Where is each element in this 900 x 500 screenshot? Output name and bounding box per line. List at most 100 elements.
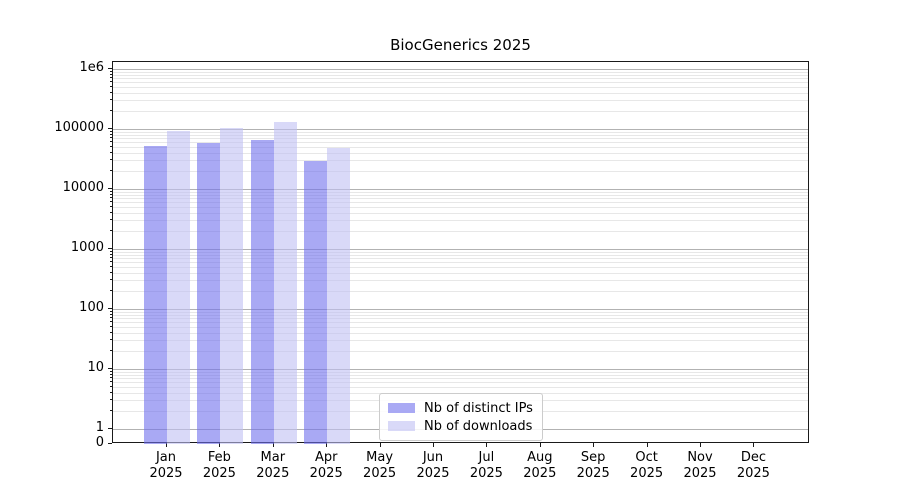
gridline-5 [113,387,808,388]
y-minor-tick-20000 [110,170,112,171]
y-minor-tick-9 [110,371,112,372]
y-minor-tick-200 [110,290,112,291]
gridline-50 [113,327,808,328]
y-minor-tick-30000 [110,159,112,160]
y-minor-tick-50000 [110,146,112,147]
x-tick-label-oct: Oct 2025 [630,450,664,481]
x-tick-label-may: May 2025 [363,450,397,481]
y-minor-tick-600 [110,261,112,262]
y-minor-tick-900 [110,251,112,252]
x-tick-jun [433,443,434,447]
gridline-9000 [113,192,808,193]
gridline-1000000 [113,69,808,70]
y-tick-10 [108,368,112,369]
legend-item-downloads: Nb of downloads [388,417,533,435]
gridline-600 [113,262,808,263]
y-minor-tick-600000 [110,81,112,82]
chart-title: BiocGenerics 2025 [390,36,531,54]
gridline-500 [113,267,808,268]
y-minor-tick-700 [110,257,112,258]
y-minor-tick-400000 [110,92,112,93]
y-minor-tick-40000 [110,152,112,153]
x-tick-apr [326,443,328,447]
x-tick-sep [593,443,595,447]
y-tick-label-1000: 1000 [70,240,104,255]
gridline-8 [113,375,808,376]
gridline-1000 [113,249,808,250]
y-minor-tick-900000 [110,71,112,72]
y-minor-tick-4 [110,392,112,393]
gridline-2000 [113,231,808,232]
gridline-70000 [113,138,808,139]
y-tick-label-1e6: 1e6 [79,60,104,75]
gridline-200 [113,291,808,292]
y-minor-tick-6 [110,381,112,382]
gridline-8000 [113,195,808,196]
y-minor-tick-90000 [110,131,112,132]
bar-distinct-ips-feb [197,143,221,444]
gridline-100000 [113,129,808,130]
x-tick-label-apr: Apr 2025 [309,450,343,481]
y-tick-0 [108,443,112,444]
y-minor-tick-3000 [110,219,112,220]
y-tick-10000 [108,188,112,189]
y-minor-tick-5000 [110,206,112,207]
gridline-6000 [113,202,808,203]
y-minor-tick-3 [110,399,112,400]
gridline-7 [113,378,808,379]
gridline-30000 [113,160,808,161]
gridline-900 [113,252,808,253]
gridline-900000 [113,72,808,73]
y-minor-tick-300 [110,279,112,280]
gridline-90 [113,312,808,313]
y-minor-tick-60 [110,321,112,322]
x-tick-label-jan: Jan 2025 [149,450,183,481]
x-tick-feb [219,443,221,447]
x-tick-label-aug: Aug 2025 [523,450,557,481]
x-tick-nov [700,443,701,447]
gridline-600000 [113,82,808,83]
legend-swatch-downloads [388,421,415,431]
y-minor-tick-500000 [110,86,112,87]
gridline-10000 [113,189,808,190]
gridline-20000 [113,171,808,172]
y-tick-1e6 [108,68,112,69]
y-minor-tick-30 [110,339,112,340]
gridline-800000 [113,75,808,76]
plot-area: Nb of distinct IPs Nb of downloads [112,61,809,444]
bar-distinct-ips-apr [304,161,328,444]
x-tick-label-jul: Jul 2025 [469,450,503,481]
legend-swatch-distinct-ips [388,403,415,413]
y-tick-label-10: 10 [87,360,104,375]
y-tick-100 [108,308,112,309]
y-minor-tick-2000 [110,230,112,231]
gridline-200000 [113,111,808,112]
y-tick-1000 [108,248,112,249]
y-minor-tick-400 [110,272,112,273]
y-minor-tick-500 [110,266,112,267]
gridline-400 [113,273,808,274]
y-tick-label-100000: 100000 [54,120,104,135]
y-minor-tick-90 [110,311,112,312]
x-tick-dec [753,443,755,447]
x-tick-may [379,443,381,447]
x-tick-label-jun: Jun 2025 [416,450,450,481]
y-minor-tick-800000 [110,74,112,75]
gridline-4000 [113,213,808,214]
legend: Nb of distinct IPs Nb of downloads [379,393,543,441]
gridline-800 [113,255,808,256]
gridline-70 [113,318,808,319]
y-tick-label-1: 1 [95,420,104,435]
y-minor-tick-70000 [110,137,112,138]
y-minor-tick-2 [110,410,112,411]
x-tick-aug [539,443,541,447]
gridline-60 [113,322,808,323]
x-tick-jan [166,443,167,447]
bar-downloads-jan [167,131,190,444]
y-minor-tick-50 [110,326,112,327]
gridline-30 [113,340,808,341]
gridline-700 [113,258,808,259]
gridline-40000 [113,153,808,154]
gridline-10 [113,369,808,370]
